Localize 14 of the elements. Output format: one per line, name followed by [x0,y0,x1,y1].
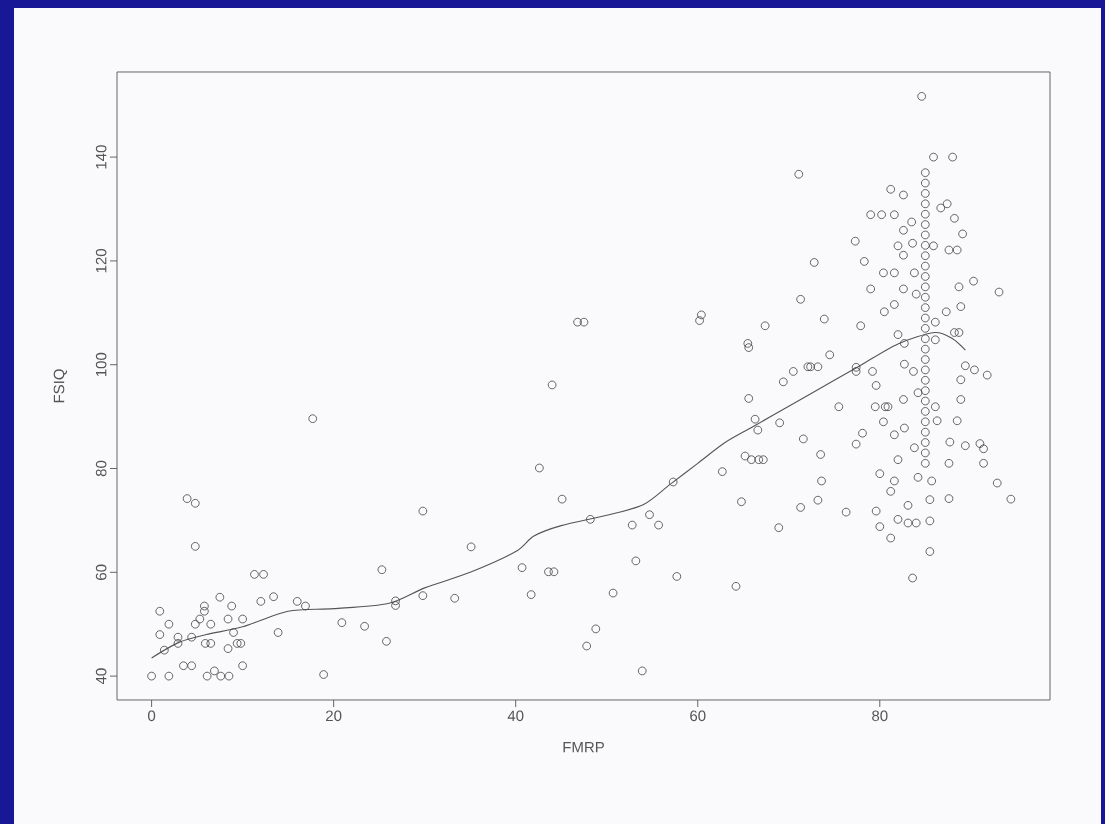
x-tick-label: 20 [326,710,342,722]
y-tick-label: 100 [95,352,107,377]
y-tick-label: 140 [95,145,107,169]
y-axis-title: FSIQ [53,369,67,403]
x-axis-title: FMRP [563,742,604,753]
y-tick-label: 60 [95,564,107,580]
y-tick-label: 80 [95,460,107,477]
y-tick-label: 120 [95,248,107,273]
line-series [151,331,966,659]
x-tick-label: 0 [148,710,156,722]
x-tick-label: 60 [690,710,706,722]
x-tick-label: 80 [872,710,888,722]
x-tick-label: 40 [507,710,524,722]
y-tick-label: 40 [95,668,107,685]
